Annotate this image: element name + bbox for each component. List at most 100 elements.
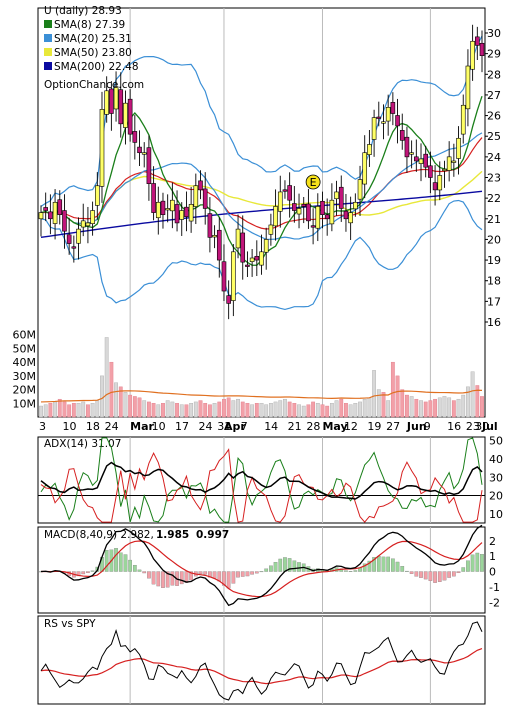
volume-bar: [245, 403, 250, 418]
price-tick-label: 29: [487, 48, 501, 61]
candle-body: [221, 261, 227, 292]
candle-body: [57, 199, 63, 215]
volume-bar: [212, 403, 217, 418]
volume-bar: [189, 403, 194, 418]
watermark: OptionChance.com: [44, 79, 144, 91]
candle-body: [268, 224, 274, 235]
earnings-marker-label: E: [310, 176, 317, 189]
candle-body: [353, 201, 358, 210]
volume-bar: [175, 403, 179, 418]
candle-body: [385, 107, 391, 122]
candle-body: [381, 121, 386, 124]
volume-bar: [306, 404, 311, 418]
date-label: 12: [344, 420, 358, 433]
volume-bar: [376, 389, 381, 418]
volume-bar: [137, 397, 142, 418]
volume-bar: [362, 398, 367, 418]
candle-body: [226, 295, 231, 304]
candle-body: [48, 211, 53, 220]
candle-body: [273, 206, 278, 227]
candle-body: [38, 212, 44, 220]
rs-line: [40, 621, 483, 701]
volume-bar: [114, 382, 118, 418]
candle-body: [71, 246, 77, 249]
macd-histogram-bar: [419, 571, 423, 578]
date-label: 10: [152, 420, 166, 433]
macd-histogram-bar: [123, 554, 128, 572]
date-label: 19: [367, 420, 381, 433]
macd-histogram-bar: [475, 552, 480, 572]
volume-bar: [428, 400, 433, 418]
price-tick-label: 21: [487, 213, 501, 226]
volume-bar: [193, 401, 198, 418]
volume-bar: [273, 401, 278, 418]
candle-body: [109, 88, 114, 114]
date-label: 16: [447, 420, 461, 433]
macd-histogram-bar: [466, 560, 470, 572]
volume-bar: [254, 403, 259, 418]
adx-tick-label: 10: [489, 508, 503, 521]
volume-bar: [217, 401, 222, 418]
legend-swatch: [44, 48, 52, 56]
volume-bar: [203, 403, 208, 418]
volume-bar: [344, 403, 348, 418]
macd-histogram-bar: [367, 560, 372, 572]
volume-bar: [76, 403, 81, 418]
volume-bar: [170, 401, 175, 418]
price-tick-label: 23: [487, 172, 501, 185]
macd-histogram-label: 0.997: [196, 529, 229, 541]
date-label: 7: [241, 420, 248, 433]
macd-histogram-bar: [414, 571, 419, 577]
candle-body: [423, 153, 429, 168]
candle-body: [282, 189, 288, 192]
candle-body: [357, 179, 363, 200]
macd-histogram-bar: [184, 571, 189, 583]
volume-bar: [461, 394, 466, 418]
candle-body: [245, 264, 250, 267]
macd-histogram-bar: [278, 558, 283, 572]
macd-tick-label: 0: [489, 566, 496, 579]
legend-swatch: [44, 62, 52, 70]
lower-band-line: [40, 199, 483, 311]
candle-body: [207, 213, 213, 238]
macd-histogram-bar: [423, 571, 428, 580]
volume-bar: [123, 392, 128, 418]
macd-histogram-bar: [203, 571, 208, 575]
macd-histogram-bar: [480, 554, 484, 572]
volume-bar: [268, 403, 273, 418]
macd-histogram-bar: [142, 571, 147, 574]
volume-bar: [320, 404, 325, 418]
candle-body: [446, 156, 452, 171]
volume-bar: [442, 396, 447, 418]
candle-body: [165, 208, 170, 211]
volume-bar: [57, 398, 62, 418]
candle-body: [62, 210, 67, 232]
volume-bar: [86, 404, 90, 418]
macd-histogram-bar: [405, 570, 409, 572]
macd-histogram-bar: [353, 570, 358, 572]
volume-bar: [132, 396, 137, 418]
macd-histogram-bar: [386, 556, 391, 572]
upper-band-line: [40, 35, 483, 207]
macd-histogram-bar: [442, 571, 447, 581]
macd-histogram-bar: [226, 571, 231, 589]
volume-bar: [222, 398, 226, 418]
volume-bar: [118, 386, 123, 418]
volume-bar: [250, 404, 255, 418]
volume-average-line: [40, 389, 483, 403]
volume-bar: [43, 404, 48, 418]
price-tick-label: 16: [487, 316, 501, 329]
candle-body: [188, 204, 194, 222]
volume-bar: [480, 396, 484, 418]
volume-bar: [287, 401, 292, 418]
candle-body: [66, 234, 72, 244]
candle-body: [479, 42, 485, 57]
candle-body: [76, 228, 81, 244]
candle-body: [315, 206, 321, 229]
candle-body: [132, 131, 138, 143]
volume-bar: [53, 401, 57, 418]
candle-body: [198, 180, 203, 191]
candle-body: [43, 207, 48, 211]
macd-histogram-bar: [179, 571, 184, 585]
candle-body: [334, 191, 339, 200]
